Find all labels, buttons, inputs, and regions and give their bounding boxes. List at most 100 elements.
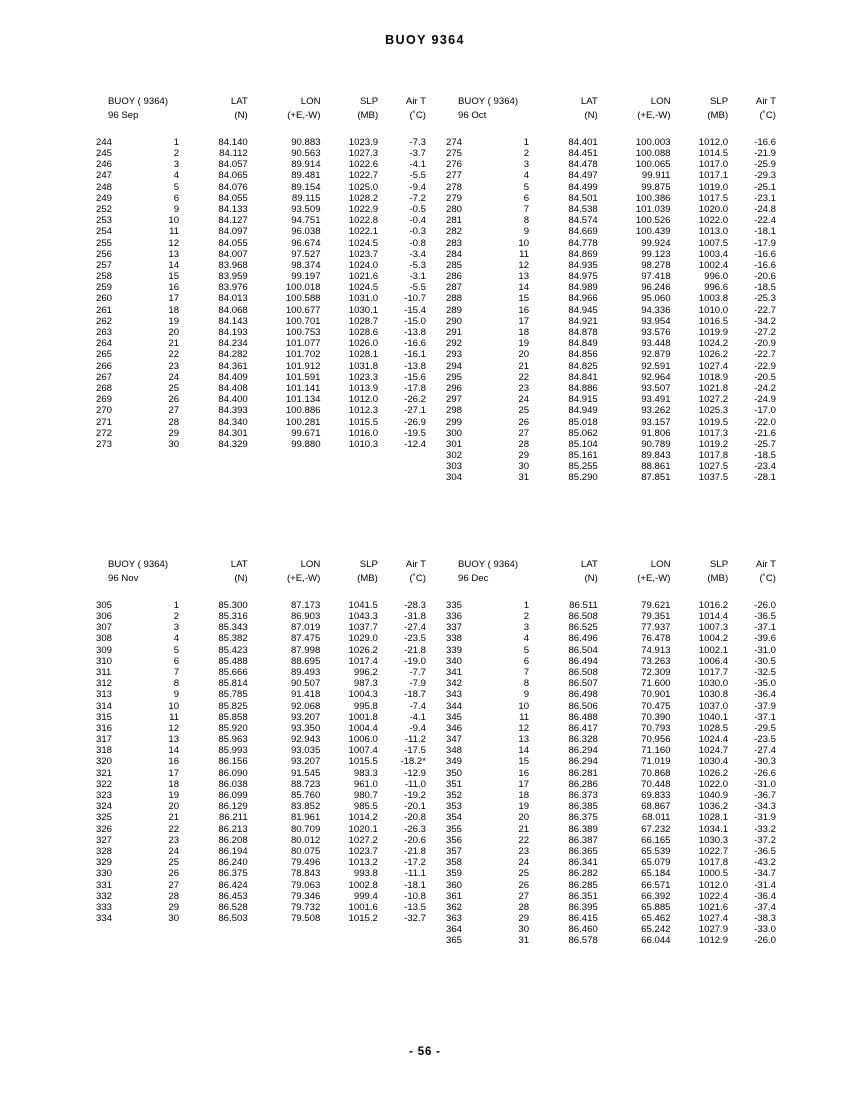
cell-slp: 1027.4	[698, 913, 729, 925]
cell-lon: 66.165	[641, 834, 671, 846]
cell-lon: 91.806	[641, 427, 671, 439]
cell-slp: 1001.8	[348, 711, 378, 723]
cell-air-t: -10.8	[404, 890, 426, 902]
cell-lat: 86.488	[568, 711, 598, 723]
cell-slp: 1030.8	[698, 689, 729, 701]
cell-air-t: -35.0	[754, 678, 776, 690]
cell-slp: 1021.6	[348, 271, 379, 283]
cell-julian-day: 336	[446, 611, 463, 623]
cell-slp: 1017.3	[698, 427, 729, 439]
table-header: BUOY ( 9364) LAT LON SLP Air T 96 Oct (N) (+E,-…	[446, 95, 776, 137]
cell-lat: 86.038	[218, 778, 248, 790]
column-header-slp-unit: (MB)	[707, 572, 729, 584]
cell-lon: 65.539	[641, 845, 671, 857]
cell-julian-day: 267	[96, 371, 113, 383]
cell-air-t: -0.8	[409, 237, 426, 249]
cell-lat: 85.343	[218, 622, 248, 634]
cell-julian-day: 302	[446, 450, 463, 462]
cell-air-t: -37.4	[754, 901, 776, 913]
cell-lat: 86.504	[568, 644, 598, 656]
table-row: 297 24 84.915 93.491 1027.2 -24.9	[446, 394, 776, 405]
cell-lon: 72.309	[641, 666, 671, 678]
cell-air-t: -29.5	[754, 722, 776, 734]
cell-lon: 65.079	[641, 857, 671, 869]
cell-slp: 995.8	[353, 700, 378, 712]
table-header: BUOY ( 9364) LAT LON SLP Air T 96 Nov (N) (+E,-…	[96, 558, 426, 600]
cell-julian-day: 335	[446, 599, 463, 611]
cell-air-t: -26.6	[754, 767, 776, 779]
cell-lat: 86.417	[568, 722, 598, 734]
cell-julian-day: 347	[446, 734, 463, 746]
column-header-lon: LON	[300, 559, 321, 570]
cell-lon: 100.281	[285, 416, 321, 428]
column-header-slp: SLP	[360, 96, 379, 107]
column-header-air-t: Air T	[405, 96, 426, 107]
cell-julian-day: 299	[446, 416, 463, 428]
column-header-lon-unit: (+E,-W)	[287, 109, 321, 121]
cell-lat: 84.193	[218, 327, 248, 339]
cell-julian-day: 268	[96, 382, 113, 394]
cell-day: 12	[168, 722, 180, 734]
cell-day: 24	[168, 371, 180, 383]
cell-air-t: -30.3	[754, 756, 776, 768]
cell-air-t: -0.3	[409, 226, 426, 238]
cell-day: 13	[168, 734, 180, 746]
cell-slp: 1002.8	[348, 879, 378, 891]
cell-day: 19	[168, 315, 180, 327]
table-row: 341 7 86.508 72.309 1017.7 -32.5	[446, 667, 776, 678]
cell-lat: 85.825	[218, 700, 248, 712]
cell-lat: 84.340	[218, 416, 248, 428]
table-row: 316 12 85.920 93.350 1004.4 -9.4	[96, 723, 426, 734]
cell-lon: 99.197	[291, 271, 321, 283]
cell-lat: 86.286	[568, 778, 598, 790]
cell-day: 17	[168, 767, 180, 779]
cell-slp: 1007.3	[698, 622, 729, 634]
cell-day: 27	[168, 405, 180, 417]
cell-julian-day: 269	[96, 394, 113, 406]
table-row: 296 23 84.886 93.507 1021.8 -24.2	[446, 383, 776, 394]
cell-lat: 86.373	[568, 790, 598, 802]
header-row-primary: BUOY ( 9364) LAT LON SLP Air T	[446, 558, 776, 572]
cell-air-t: -21.8	[404, 644, 426, 656]
cell-lon: 101.039	[635, 203, 671, 215]
cell-lat: 84.329	[218, 438, 248, 450]
cell-lon: 87.851	[641, 472, 671, 484]
cell-julian-day: 300	[446, 427, 463, 439]
cell-air-t: -13.8	[404, 360, 426, 372]
cell-lon: 92.964	[641, 371, 671, 383]
cell-slp: 1026.2	[348, 644, 378, 656]
cell-julian-day: 262	[96, 315, 113, 327]
cell-day: 6	[173, 192, 180, 204]
cell-slp: 1016.0	[348, 427, 379, 439]
cell-slp: 1004.4	[348, 722, 378, 734]
data-table-nov: BUOY ( 9364) LAT LON SLP Air T 96 Nov (N) (+E,-…	[96, 558, 426, 924]
buoy-data-table: BUOY ( 9364) LAT LON SLP Air T 96 Nov (N) (+E,-…	[96, 558, 426, 924]
cell-air-t: -5.5	[409, 282, 426, 294]
cell-slp: 1022.9	[348, 203, 379, 215]
cell-lon: 99.123	[641, 248, 671, 260]
table-row: 261 18 84.068 100.677 1030.1 -15.4	[96, 305, 426, 316]
cell-day: 2	[523, 148, 530, 160]
table-row: 299 26 85.018 93.157 1019.5 -22.0	[446, 417, 776, 428]
table-row: 258 15 83.959 99.197 1021.6 -3.1	[96, 271, 426, 282]
cell-slp: 1027.5	[698, 461, 729, 473]
cell-day: 11	[169, 226, 180, 238]
cell-julian-day: 285	[446, 259, 463, 271]
table-row: 286 13 84.975 97.418 996.0 -20.6	[446, 271, 776, 282]
cell-lon: 80.709	[290, 823, 321, 835]
cell-julian-day: 333	[96, 901, 113, 913]
cell-air-t: -9.4	[409, 722, 426, 734]
cell-air-t: -34.7	[754, 868, 776, 880]
column-header-slp: SLP	[710, 96, 729, 107]
cell-lat: 86.156	[218, 756, 248, 768]
cell-day: 4	[173, 633, 180, 645]
cell-day: 23	[518, 382, 530, 394]
header-row-primary: BUOY ( 9364) LAT LON SLP Air T	[96, 558, 426, 572]
cell-air-t: -20.8	[404, 812, 426, 824]
cell-air-t: -5.5	[409, 170, 426, 182]
buoy-data-table: BUOY ( 9364) LAT LON SLP Air T 96 Oct (N) (+E,-…	[446, 95, 776, 484]
table-row: 304 31 85.290 87.851 1037.5 -28.1	[446, 472, 776, 483]
cell-day: 14	[518, 282, 530, 294]
cell-lat: 86.213	[218, 823, 248, 835]
column-header-slp-unit: (MB)	[357, 109, 379, 121]
